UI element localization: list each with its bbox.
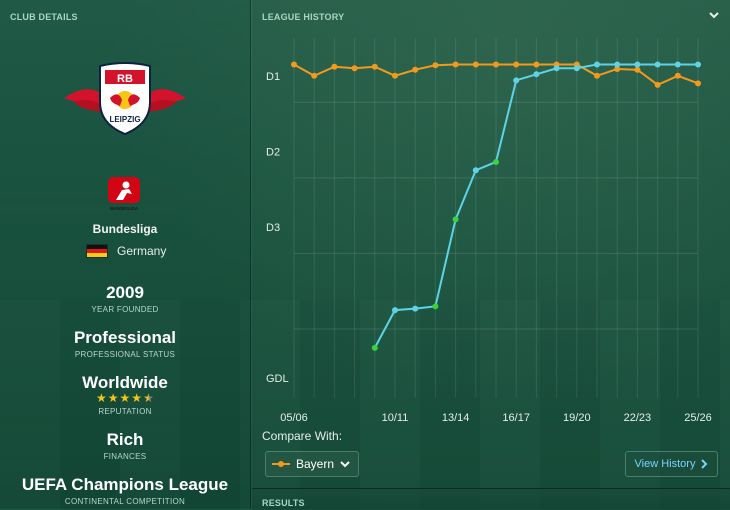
club-series-point[interactable] <box>392 307 398 314</box>
club-series-point[interactable] <box>695 61 701 68</box>
bundesliga-logo-icon: BUNDESLIGA <box>108 177 140 211</box>
chart-y-ticks: D1 D2 D3 GDL <box>266 71 289 385</box>
continental-competition-label: CONTINENTAL COMPETITION <box>64 497 186 506</box>
club-series-point[interactable] <box>634 61 641 68</box>
country-name: Germany <box>117 244 167 258</box>
y-tick-label: GDL <box>266 373 289 385</box>
compare-series-point[interactable] <box>674 72 681 79</box>
compare-series-point[interactable] <box>654 81 661 88</box>
professional-status-value: Professional <box>73 328 177 347</box>
league-history-title: LEAGUE HISTORY <box>262 12 345 22</box>
chevron-down-icon <box>340 461 350 468</box>
league-history-chart: D1 D2 D3 GDL 05/06 10/11 13/14 16/17 19/20 22/23… <box>266 38 712 424</box>
club-series-point[interactable] <box>533 71 540 78</box>
club-series-point[interactable] <box>432 303 439 310</box>
club-series-point[interactable] <box>674 61 681 68</box>
country-row[interactable]: Germany <box>86 243 166 259</box>
club-series-point[interactable] <box>493 158 499 165</box>
compare-series-point[interactable] <box>594 72 600 79</box>
half-star-icon: ★ <box>143 391 154 405</box>
y-tick-label: D1 <box>266 71 280 83</box>
compare-series-point[interactable] <box>432 62 439 69</box>
club-series-point[interactable] <box>452 216 459 223</box>
compare-series-point[interactable] <box>311 72 318 79</box>
reputation-label: REPUTATION <box>98 407 152 416</box>
chart-grid <box>293 38 699 398</box>
club-details-title: CLUB DETAILS <box>10 12 78 22</box>
club-series-point[interactable] <box>553 65 560 72</box>
compare-series-point[interactable] <box>614 65 621 72</box>
compare-series-point[interactable] <box>351 65 358 72</box>
club-details-panel: CLUB DETAILS RB LEIPZIG BUNDESLIGA Bunde… <box>0 0 251 509</box>
compare-series-point[interactable] <box>493 61 499 68</box>
year-founded-value: 2009 <box>106 283 144 302</box>
star-icon: ★ <box>119 391 131 405</box>
compare-series-point[interactable] <box>412 66 419 73</box>
finances-label: FINANCES <box>103 452 147 461</box>
x-tick-label: 25/26 <box>684 412 712 424</box>
germany-flag-icon <box>86 244 108 258</box>
compare-with-label: Compare With: <box>262 429 343 443</box>
chevron-right-icon <box>701 459 708 469</box>
x-tick-label: 05/06 <box>280 412 308 424</box>
bundesliga-logo-text: BUNDESLIGA <box>110 206 138 211</box>
club-series-point[interactable] <box>654 61 661 68</box>
compare-series-point[interactable] <box>695 80 701 87</box>
club-series-point[interactable] <box>371 344 378 351</box>
compare-series-point[interactable] <box>472 61 479 68</box>
club-series-point[interactable] <box>594 61 600 68</box>
club-series-point[interactable] <box>472 167 479 174</box>
chevron-down-icon[interactable] <box>708 9 720 21</box>
y-tick-label: D3 <box>266 222 280 234</box>
club-series-point[interactable] <box>412 305 419 312</box>
x-tick-label: 10/11 <box>382 412 409 424</box>
background-pitch-stripes <box>0 300 730 509</box>
y-tick-label: D2 <box>266 146 280 158</box>
compare-series-legend-icon <box>272 461 290 467</box>
continental-competition-value[interactable]: UEFA Champions League <box>21 475 229 494</box>
year-founded-label: YEAR FOUNDED <box>91 305 159 314</box>
compare-series-point[interactable] <box>291 61 297 68</box>
results-section-header[interactable]: RESULTS <box>252 488 730 510</box>
league-history-panel: LEAGUE HISTORY D1 D2 D3 GDL 05/06 10/11 13/14… <box>252 0 730 510</box>
compare-series-point[interactable] <box>634 66 641 73</box>
club-crest-bottom-text: LEIPZIG <box>109 115 140 124</box>
club-series-point[interactable] <box>573 65 580 72</box>
league-name[interactable]: Bundesliga <box>92 222 158 236</box>
reputation-stars: ★ ★ ★ ★ ★ <box>96 392 154 404</box>
compare-series-point[interactable] <box>371 63 378 70</box>
x-tick-label: 13/14 <box>442 412 470 424</box>
x-tick-label: 19/20 <box>563 412 591 424</box>
star-icon: ★ <box>131 391 143 405</box>
star-icon: ★ <box>107 391 119 405</box>
x-tick-label: 22/23 <box>624 412 652 424</box>
compare-series-point[interactable] <box>331 63 338 70</box>
compare-series-point[interactable] <box>533 61 540 68</box>
view-history-label: View History <box>634 458 696 470</box>
compare-series-point[interactable] <box>452 61 459 68</box>
compare-with-value: Bayern <box>296 457 335 471</box>
club-series-point[interactable] <box>614 61 621 68</box>
x-tick-label: 16/17 <box>502 412 530 424</box>
club-crest-text: RB <box>117 73 133 85</box>
compare-series-point[interactable] <box>513 61 520 68</box>
view-history-button[interactable]: View History <box>625 451 718 477</box>
chart-series <box>291 61 701 351</box>
professional-status-label: PROFESSIONAL STATUS <box>74 350 176 359</box>
compare-with-dropdown[interactable]: Bayern <box>265 451 359 477</box>
star-icon: ★ <box>96 391 107 405</box>
club-crest-icon: RB LEIPZIG <box>64 62 186 136</box>
reputation-value: Worldwide <box>82 373 168 392</box>
club-series-point[interactable] <box>513 77 520 84</box>
compare-series-point[interactable] <box>392 72 398 79</box>
chart-x-ticks: 05/06 10/11 13/14 16/17 19/20 22/23 25/26 <box>280 412 712 424</box>
finances-value: Rich <box>106 430 144 449</box>
results-title: RESULTS <box>262 498 305 508</box>
